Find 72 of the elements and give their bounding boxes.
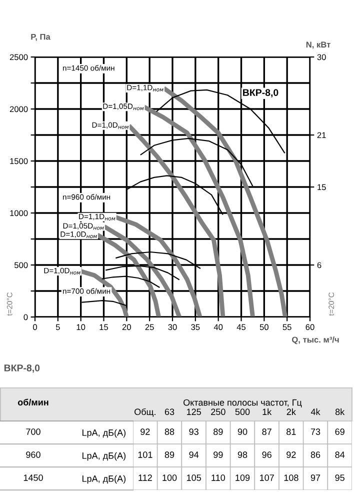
y-tick-label: LpA, дБ(А) [82, 475, 126, 484]
data-label: 92 [140, 428, 150, 435]
y-tick-label: 2500 [10, 54, 28, 60]
x-tick-label: 8k [335, 408, 345, 416]
data-label: 86 [310, 452, 320, 458]
data-label: 95 [335, 474, 344, 481]
x-tick-label: 55 [282, 324, 292, 330]
data-label: 99 [214, 452, 223, 458]
x-tick-label: 2k [286, 408, 296, 415]
x-tick-label: 125 [186, 408, 201, 416]
x-tick-label: 45 [236, 324, 246, 330]
y2-tick-label: 700 [26, 428, 40, 435]
data-label: 96 [262, 452, 272, 458]
data-label: 100 [162, 474, 177, 481]
x-tick-label: 35 [191, 324, 200, 330]
y2-tick-label: 960 [26, 452, 40, 458]
x-tick-label: 20 [122, 324, 131, 330]
data-label: 92 [286, 452, 296, 458]
text: ВКР-8,0 [4, 364, 40, 373]
y-tick-label: LpA, дБ(А) [82, 429, 126, 438]
data-label: 89 [164, 452, 174, 458]
x-tick-label: 50 [260, 324, 268, 330]
x-tick-label: 25 [145, 324, 154, 330]
x-tick-label: 0 [33, 324, 37, 330]
y-tick-label: 2000 [10, 106, 28, 112]
x-tick-label: 4k [310, 408, 320, 415]
data-label: 87 [262, 428, 272, 435]
x-tick-label: 15 [100, 324, 108, 330]
y2-tick-label: 1450 [24, 474, 43, 481]
y-tick-label: 0 [24, 314, 28, 320]
data-label: 107 [260, 474, 274, 481]
y2-tick-label: 15 [318, 184, 326, 190]
y2-tick-label: 21 [317, 132, 326, 138]
data-label: 105 [186, 474, 201, 481]
data-label: 94 [189, 452, 199, 458]
x-axis-title: Октавные полосы частот, Гц [184, 399, 302, 408]
data-label: 89 [214, 428, 223, 435]
x-tick-label: 250 [211, 408, 226, 416]
data-label: 90 [238, 428, 248, 435]
x-tick-label: 10 [76, 324, 86, 330]
x-axis-title: Q, тыс. м³/ч [292, 336, 339, 344]
y-tick-label: LpA, дБ(А) [82, 452, 126, 461]
y2-tick-label: 6 [317, 262, 322, 268]
y-tick-label: 1500 [10, 158, 28, 164]
y2-axis-title: N, кВт [306, 42, 330, 49]
data-label: 109 [236, 474, 250, 481]
data-label: 98 [238, 452, 248, 458]
data-label: 112 [138, 474, 152, 481]
y-axis-title: об/мин [18, 398, 48, 406]
data-label: 84 [335, 452, 345, 458]
x-tick-label: Общ. [134, 408, 156, 417]
x-tick-label: 1k [262, 408, 272, 415]
data-label: 101 [138, 452, 152, 458]
y-axis-title: P, Па [31, 34, 50, 41]
data-label: 81 [286, 428, 296, 435]
x-tick-label: 500 [235, 408, 250, 416]
data-label: 108 [284, 474, 298, 481]
data-label: 69 [335, 428, 344, 435]
data-label: 88 [164, 428, 174, 435]
data-label: 110 [212, 474, 226, 481]
data-label: 73 [310, 428, 320, 435]
x-tick-label: 63 [164, 408, 174, 416]
annotation: ВКР-8,0 [243, 89, 278, 98]
x-tick-label: 60 [306, 324, 314, 330]
x-tick-label: 30 [168, 324, 177, 330]
x-tick-label: 40 [214, 324, 223, 330]
y2-tick-label: 30 [317, 54, 326, 60]
data-label: 93 [189, 428, 198, 435]
x-tick-label: 5 [56, 324, 60, 330]
y-tick-label: 1000 [10, 210, 28, 216]
y-tick-label: 500 [14, 262, 28, 268]
data-label: 97 [310, 474, 320, 481]
